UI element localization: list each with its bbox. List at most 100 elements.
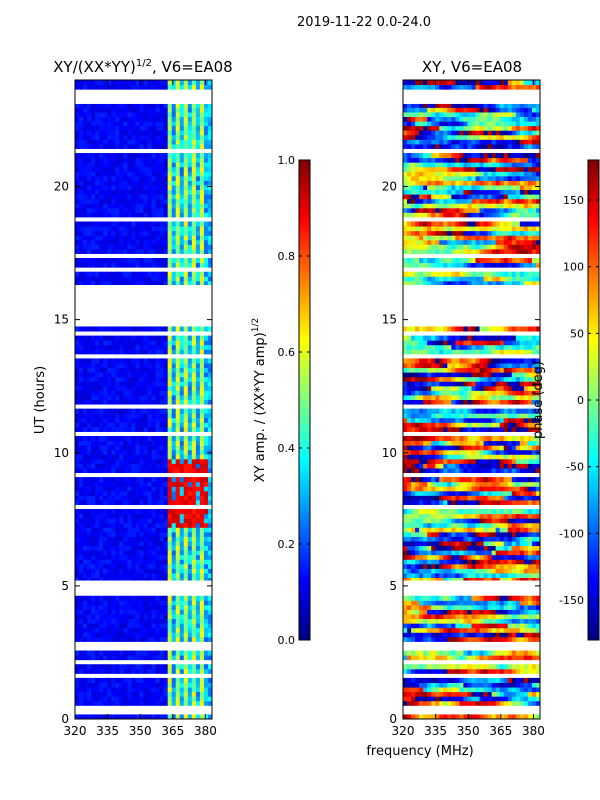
amplitude-cell xyxy=(171,609,177,615)
phase-cell xyxy=(503,677,509,683)
amplitude-cell xyxy=(75,481,80,487)
amplitude-cell xyxy=(75,125,80,131)
amplitude-cell xyxy=(123,486,128,492)
amplitude-cell xyxy=(187,84,193,90)
amplitude-cell xyxy=(203,436,209,442)
amplitude-cell xyxy=(183,408,189,414)
amplitude-cell xyxy=(131,280,136,286)
amplitude-cell xyxy=(107,381,112,387)
amplitude-cell xyxy=(195,627,201,633)
phase-cell xyxy=(451,595,456,601)
amplitude-cell xyxy=(163,221,169,227)
amplitude-cell xyxy=(131,162,136,168)
amplitude-cell xyxy=(155,340,161,346)
amplitude-cell xyxy=(151,153,157,159)
amplitude-cell xyxy=(135,422,140,428)
amplitude-cell xyxy=(139,80,144,86)
phase-cell xyxy=(431,677,436,683)
phase-cell xyxy=(515,627,521,633)
amplitude-cell xyxy=(123,477,128,483)
amplitude-cell xyxy=(95,349,100,355)
phase-cell xyxy=(403,595,408,601)
amplitude-cell xyxy=(203,221,209,227)
amplitude-cell xyxy=(171,572,177,578)
phase-cell xyxy=(407,668,412,674)
amplitude-cell xyxy=(147,143,153,149)
phase-cell xyxy=(487,572,493,578)
amplitude-cell xyxy=(179,540,185,547)
phase-cell xyxy=(423,623,428,629)
phase-cell xyxy=(535,609,541,615)
amplitude-cell xyxy=(111,445,116,451)
phase-cell xyxy=(415,595,420,601)
amplitude-cell xyxy=(143,609,149,615)
amplitude-cell xyxy=(87,531,92,537)
amplitude-cell xyxy=(115,390,120,396)
amplitude-cell xyxy=(207,577,213,583)
amplitude-cell xyxy=(167,618,173,624)
amplitude-cell xyxy=(111,531,116,537)
amplitude-cell xyxy=(83,116,88,122)
phase-cell xyxy=(447,700,452,706)
amplitude-cell xyxy=(175,687,181,693)
phase-cell xyxy=(415,600,420,606)
amplitude-cell xyxy=(111,385,116,391)
phase-cell xyxy=(415,691,420,697)
phase-cell xyxy=(495,536,501,542)
amplitude-cell xyxy=(143,477,149,483)
phase-cell xyxy=(451,614,456,620)
amplitude-cell xyxy=(171,518,177,524)
amplitude-cell xyxy=(187,490,193,496)
amplitude-cell xyxy=(199,417,205,423)
amplitude-cell xyxy=(123,522,128,528)
phase-cell xyxy=(459,540,464,547)
amplitude-cell xyxy=(99,677,104,683)
amplitude-cell xyxy=(159,226,165,232)
amplitude-cell xyxy=(199,714,205,720)
amplitude-cell xyxy=(175,426,181,432)
amplitude-cell xyxy=(167,376,173,382)
amplitude-cell xyxy=(143,495,149,501)
amplitude-cell xyxy=(103,700,108,706)
amplitude-cell xyxy=(131,495,136,501)
y-axis-label: UT (hours) xyxy=(33,366,48,434)
amplitude-cell xyxy=(79,536,84,542)
amplitude-cell xyxy=(95,627,100,633)
amplitude-cell xyxy=(151,536,157,542)
amplitude-cell xyxy=(191,554,197,560)
phase-cell xyxy=(451,531,456,537)
amplitude-cell xyxy=(183,235,189,241)
amplitude-cell xyxy=(79,467,84,474)
amplitude-cell xyxy=(91,426,96,432)
phase-cell xyxy=(503,577,509,583)
phase-cell xyxy=(447,531,452,537)
amplitude-cell xyxy=(123,413,128,419)
amplitude-cell xyxy=(95,440,100,446)
phase-cell xyxy=(443,559,448,565)
y-tick-label: 0 xyxy=(61,712,69,726)
phase-cell xyxy=(459,604,464,610)
phase-cell xyxy=(455,632,460,638)
phase-cell xyxy=(535,627,541,633)
amplitude-cell xyxy=(115,180,120,186)
amplitude-cell xyxy=(131,116,136,122)
x-tick-label: 335 xyxy=(96,724,119,738)
amplitude-cell xyxy=(123,481,128,487)
amplitude-cell xyxy=(107,463,112,469)
amplitude-cell xyxy=(135,280,140,286)
amplitude-cell xyxy=(187,116,193,122)
amplitude-cell xyxy=(159,80,165,86)
amplitude-cell xyxy=(83,522,88,528)
phase-cell xyxy=(503,572,509,578)
amplitude-cell xyxy=(127,700,132,706)
amplitude-cell xyxy=(99,422,104,428)
amplitude-cell xyxy=(199,358,205,364)
amplitude-cell xyxy=(119,518,124,524)
amplitude-cell xyxy=(127,522,132,528)
amplitude-cell xyxy=(115,559,120,565)
amplitude-cell xyxy=(203,349,209,355)
phase-cell xyxy=(487,540,493,547)
phase-cell xyxy=(475,545,481,551)
amplitude-cell xyxy=(159,340,165,346)
phase-cell xyxy=(507,696,513,702)
